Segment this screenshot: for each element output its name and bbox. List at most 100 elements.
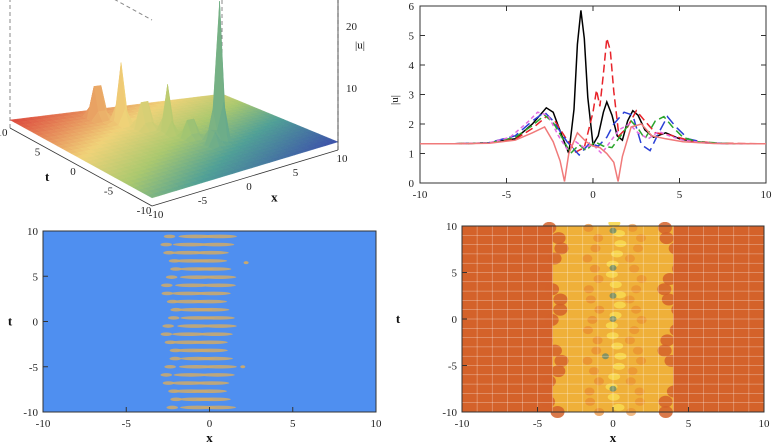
density-plot-blue: -10 -5 0 5 10 -10 -5 0 5 10 x t [0, 222, 386, 445]
density-blob [592, 336, 603, 345]
density-blob [624, 254, 635, 263]
y-tick-label: 0 [452, 314, 458, 326]
x-tick-label: 5 [686, 418, 692, 430]
line-plot: -10 -5 0 5 10 0 1 2 3 4 5 6 |u| [388, 0, 772, 215]
front-box [9, 0, 339, 207]
x-tick-label: -10 [413, 189, 428, 201]
density-features [160, 234, 249, 410]
density-bright [613, 291, 626, 299]
density-blob [636, 356, 647, 365]
density-stripe [164, 364, 176, 369]
y-tick-label: 5 [409, 31, 415, 43]
density-edge [657, 344, 672, 357]
density-blob [634, 397, 645, 406]
x-tick-label: 5 [677, 189, 683, 201]
y-tick-label: -5 [448, 361, 458, 373]
x-tick-label: 0 [246, 181, 252, 193]
x-axis-label: x [206, 430, 213, 445]
density-stripe [195, 291, 231, 296]
density-edge [666, 385, 681, 398]
density-stripe [201, 275, 237, 279]
density-blob [585, 397, 596, 406]
y-tick-label: 1 [409, 149, 415, 161]
y-tick-label: 5 [452, 268, 458, 280]
y-tick-label: 0 [409, 178, 415, 190]
density-edge [658, 395, 673, 408]
t-tick-label: 10 [0, 127, 8, 139]
y-tick-label: 2 [409, 119, 415, 131]
x-tick-label: 10 [371, 418, 383, 430]
density-bright [605, 322, 618, 330]
x-tick-label: 10 [761, 189, 772, 201]
density-bright [608, 373, 621, 381]
y-axis-label: t [8, 314, 13, 329]
density-edge [657, 283, 672, 296]
t-tick-label: -5 [104, 186, 114, 198]
density-blob [624, 336, 635, 345]
density-stripe [201, 324, 237, 328]
density-stripe [194, 381, 230, 385]
density-edge [657, 222, 672, 234]
density-stripe [199, 242, 235, 247]
x-tick-label: -5 [533, 418, 543, 430]
density-stripe [192, 299, 228, 304]
density-blob [583, 223, 594, 232]
density-bright [609, 281, 622, 289]
density-stripe [174, 283, 210, 288]
density-edge [661, 293, 676, 306]
density-blob [582, 254, 593, 263]
series-line-5 [420, 123, 767, 182]
density-blob [582, 326, 593, 335]
density-stripe [199, 373, 235, 377]
density-bright [611, 342, 624, 350]
density-stripe [170, 267, 182, 271]
density-stripe [201, 364, 237, 369]
density-stripe [192, 389, 228, 393]
density-blob [591, 346, 602, 355]
density-stripe [169, 356, 182, 361]
density-blob [632, 346, 643, 355]
grid-lines [461, 225, 765, 413]
density-stripe [165, 275, 178, 279]
density-stripe [194, 307, 230, 312]
density-edge [541, 375, 556, 388]
density-stripe [162, 381, 175, 385]
density-blob [633, 244, 644, 253]
x-tick-label: -10 [36, 418, 51, 430]
x-tick-label: 10 [759, 418, 771, 430]
density-bright [605, 270, 618, 278]
density-stripe [193, 250, 229, 255]
density-stripe [170, 397, 182, 402]
density-edge [554, 354, 569, 367]
density-stripe [167, 316, 180, 320]
density-blob [583, 285, 594, 294]
y-tick-label: -10 [23, 407, 38, 419]
density-plot-blue-svg: -10 -5 0 5 10 -10 -5 0 5 10 x t [8, 226, 383, 445]
density-stripe [160, 242, 173, 247]
density-plot-orange-svg: -10 -5 0 5 10 -10 -5 0 5 10 x t [396, 222, 771, 445]
density-stripe [192, 259, 228, 263]
x-tick-label: -5 [122, 418, 132, 430]
x-tick-label: 10 [337, 153, 349, 165]
z-tick-label: 20 [346, 21, 358, 33]
density-blob [588, 367, 599, 376]
z-tick-label: 10 [346, 83, 358, 95]
density-stripe [177, 324, 213, 328]
density-stripe [162, 324, 175, 328]
density-edge [542, 222, 557, 234]
series-line-0 [420, 10, 766, 154]
t-tick-label: 0 [70, 166, 76, 178]
density-blob [629, 264, 640, 273]
density-stripe [163, 250, 175, 255]
density-edge [536, 385, 551, 398]
density-bright [606, 332, 619, 340]
density-blob [585, 295, 596, 304]
density-edge [554, 242, 569, 255]
density-stripe [240, 365, 246, 369]
x-tick-label: 5 [290, 418, 296, 430]
density-edge [660, 334, 675, 347]
density-blob [593, 377, 604, 386]
z-axis-label: |u| [355, 40, 365, 52]
plot-frame [461, 225, 765, 413]
density-edge [541, 395, 556, 408]
